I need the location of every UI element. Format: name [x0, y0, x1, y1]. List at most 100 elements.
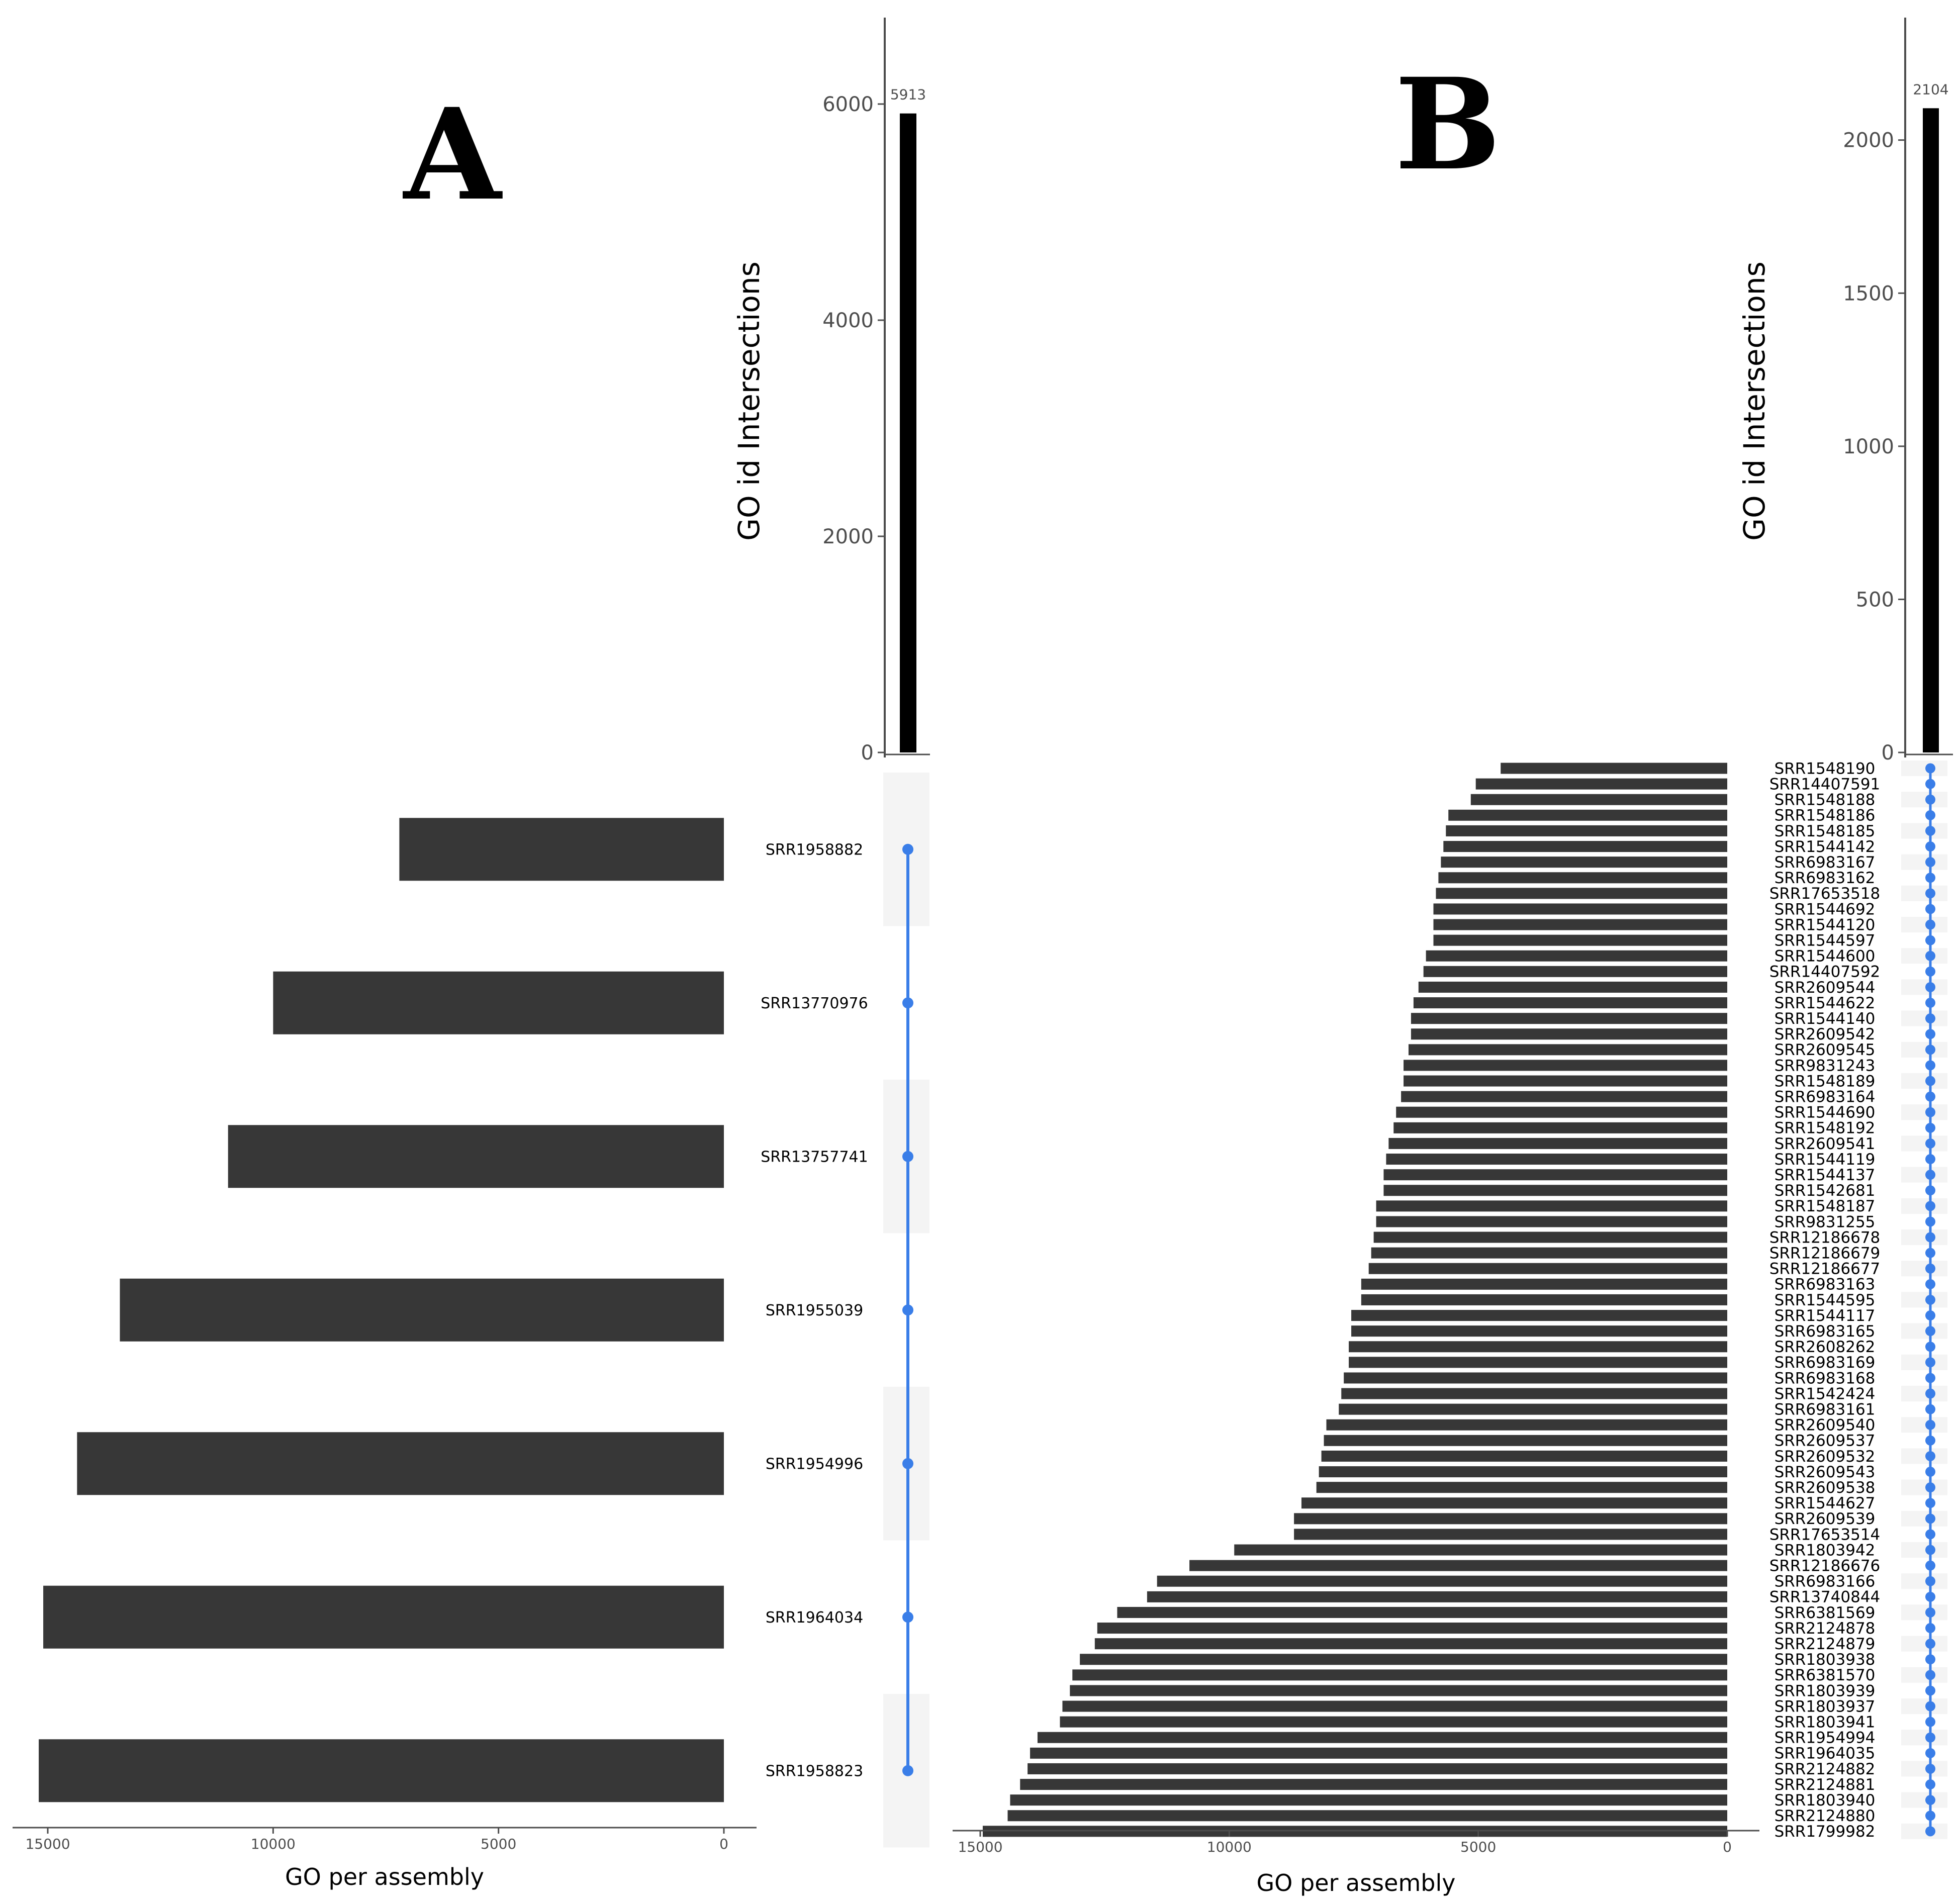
set-size-x-tick-label: 5000 [1460, 1839, 1496, 1855]
set-name-label: SRR1548187 [1775, 1197, 1876, 1215]
matrix-dot [1925, 873, 1935, 883]
set-name-label: SRR2609544 [1775, 979, 1876, 997]
set-name-label: SRR1954994 [1775, 1729, 1876, 1747]
matrix-stripe [1901, 1730, 1947, 1746]
matrix-stripe [1901, 1261, 1947, 1277]
set-name-label: SRR2609540 [1775, 1416, 1876, 1435]
set-name-label: SRR1544595 [1775, 1291, 1876, 1309]
matrix-dot [1925, 888, 1935, 899]
matrix-dot [1925, 1670, 1935, 1680]
matrix-stripe [1901, 761, 1947, 777]
matrix-dot [1925, 1654, 1935, 1665]
matrix-dot [1925, 1607, 1935, 1618]
intersection-y-tick-label: 2000 [1843, 129, 1894, 152]
set-size-axis-title: GO per assembly [1257, 1869, 1456, 1896]
set-size-bar [1301, 1497, 1727, 1509]
set-size-bar [1376, 1200, 1727, 1212]
matrix-stripe [1901, 917, 1947, 933]
set-name-label: SRR1544119 [1775, 1151, 1876, 1169]
set-size-bar [1396, 1106, 1727, 1118]
matrix-dot [1925, 1529, 1935, 1540]
matrix-stripe [1901, 1417, 1947, 1433]
set-size-bar [1157, 1575, 1727, 1587]
set-size-bar [1470, 794, 1727, 805]
set-size-bar [1010, 1794, 1727, 1806]
set-name-label: SRR2124882 [1775, 1760, 1876, 1778]
set-size-bar [228, 1125, 724, 1188]
set-size-bar [1321, 1450, 1727, 1462]
set-size-bar [1344, 1372, 1727, 1384]
set-size-x-tick-label: 15000 [958, 1839, 1002, 1855]
set-name-label: SRR1955039 [766, 1302, 863, 1319]
set-size-bar [1411, 1028, 1727, 1040]
set-name-label: SRR1542424 [1775, 1385, 1876, 1403]
set-name-label: SRR1803939 [1775, 1682, 1876, 1700]
set-size-bar [1080, 1654, 1727, 1665]
set-name-label: SRR2124878 [1775, 1620, 1876, 1638]
set-name-label: SRR1548190 [1775, 759, 1876, 778]
matrix-dot [1925, 966, 1935, 977]
set-name-label: SRR6983165 [1775, 1322, 1876, 1341]
matrix-dot [1925, 1795, 1935, 1805]
matrix-stripe [1901, 885, 1947, 901]
set-size-bar [1388, 1137, 1727, 1149]
intersection-bar-value: 5913 [890, 86, 926, 103]
set-name-label: SRR6381569 [1775, 1604, 1876, 1622]
set-name-label: SRR1544622 [1775, 994, 1876, 1012]
intersection-axis-title: GO id Intersections [732, 261, 766, 541]
set-name-label: SRR1548192 [1775, 1119, 1876, 1137]
set-size-bar [1413, 997, 1727, 1009]
matrix-dot [1925, 1310, 1935, 1321]
set-name-label: SRR2609545 [1775, 1041, 1876, 1059]
set-size-bar [1376, 1216, 1727, 1227]
set-size-bar [1408, 1044, 1727, 1056]
matrix-stripe [1901, 979, 1947, 995]
matrix-dot [1925, 1388, 1935, 1399]
set-size-bar [1475, 778, 1727, 790]
matrix-stripe [1901, 1479, 1947, 1495]
set-size-x-tick-label: 10000 [251, 1836, 296, 1852]
set-size-bar [1351, 1325, 1727, 1337]
matrix-dot [1925, 1107, 1935, 1117]
matrix-dot [1925, 841, 1935, 852]
panel-letter: B [1394, 50, 1501, 198]
set-size-bar [1072, 1669, 1727, 1681]
matrix-dot [1925, 1482, 1935, 1493]
intersection-y-tick-label: 4000 [822, 309, 874, 332]
matrix-dot [1925, 1122, 1935, 1133]
set-size-bar [1401, 1091, 1727, 1102]
matrix-dot [1925, 1591, 1935, 1602]
matrix-dot [1925, 1185, 1935, 1196]
matrix-dot [1925, 1044, 1935, 1055]
matrix-dot [1925, 1545, 1935, 1555]
set-name-label: SRR1544692 [1775, 900, 1876, 918]
matrix-dot [1925, 1279, 1935, 1289]
set-size-bar [1339, 1403, 1727, 1415]
set-name-label: SRR6983162 [1775, 869, 1876, 887]
set-name-label: SRR17653518 [1769, 885, 1881, 903]
set-name-label: SRR2124881 [1775, 1776, 1876, 1794]
matrix-stripe [1901, 1292, 1947, 1308]
matrix-stripe [1901, 1667, 1947, 1683]
set-name-label: SRR6983164 [1775, 1088, 1876, 1106]
matrix-stripe [1901, 1448, 1947, 1464]
matrix-dot [1925, 1201, 1935, 1211]
set-name-label: SRR1803937 [1775, 1697, 1876, 1716]
matrix-dot [1925, 1154, 1935, 1165]
set-size-bar [1324, 1435, 1727, 1446]
matrix-dot [1925, 1357, 1935, 1368]
panel-letter: A [403, 80, 503, 228]
set-size-bar [1426, 950, 1727, 962]
matrix-dot [1925, 1513, 1935, 1524]
set-size-bar [1007, 1810, 1727, 1822]
set-size-bar [1030, 1747, 1727, 1759]
set-size-bar [1319, 1466, 1727, 1478]
matrix-dot [1925, 1060, 1935, 1071]
matrix-stripe [1901, 1386, 1947, 1402]
set-name-label: SRR9831243 [1775, 1057, 1876, 1075]
matrix-dot [902, 1458, 913, 1469]
matrix-dot [1925, 1701, 1935, 1712]
matrix-dot [1925, 1013, 1935, 1024]
set-name-label: SRR1544137 [1775, 1166, 1876, 1184]
matrix-dot [1925, 1811, 1935, 1821]
